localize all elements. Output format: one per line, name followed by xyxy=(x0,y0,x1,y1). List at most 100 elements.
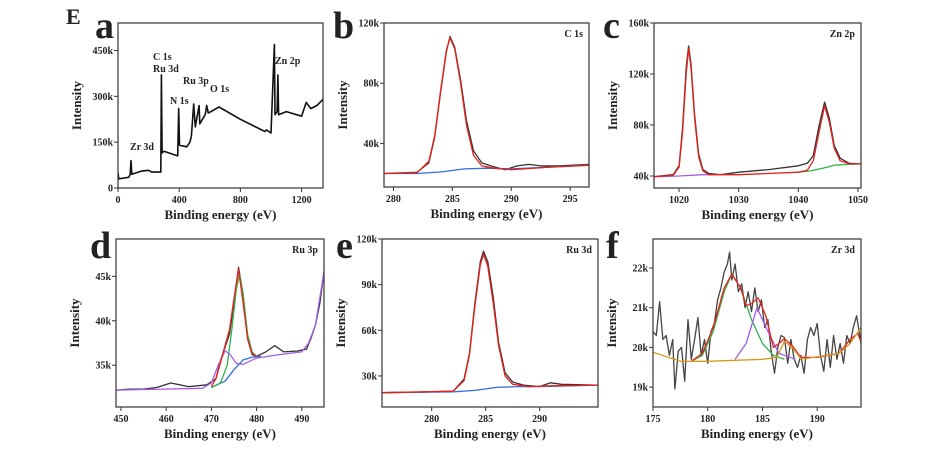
panel-title: Ru 3p xyxy=(292,245,318,256)
plot-frame xyxy=(652,238,862,408)
x-axis-label: Binding energy (eV) xyxy=(701,426,813,441)
x-tick-label: 175 xyxy=(646,414,661,425)
y-tick-label: 150k xyxy=(92,138,113,149)
x-tick-label: 290 xyxy=(532,414,547,425)
panel-letter: d xyxy=(90,225,111,267)
panel-d: 450 460 470 480 490 35k 40k 45k Binding energy (… xyxy=(67,225,325,441)
y-axis-label: Intensity xyxy=(69,80,84,130)
x-tick-label: 185 xyxy=(755,414,770,425)
plot-frame xyxy=(115,238,325,408)
peak-annotation: Ru 3d xyxy=(153,64,179,75)
x-axis-label: Binding energy (eV) xyxy=(702,207,814,222)
x-axis-label: Binding energy (eV) xyxy=(164,426,276,441)
y-axis-label: Intensity xyxy=(605,80,620,130)
series-line-4 xyxy=(653,327,861,362)
series-line-3 xyxy=(654,47,861,178)
peak-annotation: N 1s xyxy=(170,96,189,107)
plot-frame xyxy=(383,22,590,188)
x-tick-label: 295 xyxy=(563,194,578,205)
y-axis-label: Intensity xyxy=(333,298,348,348)
x-tick-label: 450 xyxy=(113,414,128,425)
panel-e: 280 285 290 30k 60k 90k 120k Binding energy (eV… xyxy=(333,225,599,441)
series-line-3 xyxy=(116,271,324,391)
x-axis-label: Binding energy (eV) xyxy=(431,206,543,221)
panel-letter: e xyxy=(336,225,353,267)
y-tick-label: 450k xyxy=(92,46,113,57)
plot-frame xyxy=(653,22,862,189)
x-tick-label: 180 xyxy=(700,414,715,425)
plot-frame xyxy=(117,22,324,189)
x-tick-label: 285 xyxy=(478,414,493,425)
panel-title: Zn 2p xyxy=(830,29,856,40)
y-tick-label: 60k xyxy=(361,326,377,337)
panel-c: 1020 1030 1040 1050 40k 80k 120k 160k Binding en… xyxy=(603,5,868,222)
series-line-0 xyxy=(116,266,324,391)
x-tick-label: 1050 xyxy=(848,195,868,206)
y-tick-label: 0 xyxy=(108,184,113,195)
y-tick-label: 30k xyxy=(361,371,377,382)
x-axis-label: Binding energy (eV) xyxy=(165,207,277,222)
series-line-2 xyxy=(798,163,861,173)
plot-frame xyxy=(381,238,599,408)
y-tick-label: 40k xyxy=(363,139,379,150)
y-axis-label: Intensity xyxy=(67,298,82,348)
y-tick-label: 45k xyxy=(95,272,111,283)
peak-annotation: Zn 2p xyxy=(275,56,301,67)
y-tick-label: 300k xyxy=(92,92,113,103)
x-tick-label: 460 xyxy=(159,414,174,425)
y-tick-label: 160k xyxy=(628,19,649,30)
series-line-4 xyxy=(210,268,257,387)
y-tick-label: 80k xyxy=(363,79,379,90)
series-line-0 xyxy=(382,250,598,394)
panel-f: 175 180 185 190 19k 20k 21k 22k Binding energy (… xyxy=(604,225,862,441)
series-line-0 xyxy=(118,43,323,180)
y-tick-label: 40k xyxy=(95,316,111,327)
x-tick-label: 280 xyxy=(424,414,439,425)
x-tick-label: 480 xyxy=(249,414,264,425)
peak-annotation: Ru 3p xyxy=(183,76,209,87)
x-tick-label: 0 xyxy=(116,195,121,206)
panel-letter: b xyxy=(333,5,354,47)
y-axis-label: Intensity xyxy=(604,298,619,348)
series-line-2 xyxy=(734,307,796,360)
y-tick-label: 35k xyxy=(95,361,111,372)
x-tick-label: 400 xyxy=(172,195,187,206)
x-tick-label: 280 xyxy=(386,194,401,205)
x-tick-label: 1030 xyxy=(729,195,749,206)
x-tick-label: 290 xyxy=(504,194,519,205)
series-line-2 xyxy=(384,37,589,175)
y-tick-label: 80k xyxy=(633,121,649,132)
y-tick-label: 120k xyxy=(356,235,377,246)
panel-b: 280 285 290 295 40k 80k 120k Binding energy (eV… xyxy=(333,5,590,221)
y-tick-label: 40k xyxy=(633,172,649,183)
panel-title: Zr 3d xyxy=(831,245,855,256)
panel-letter: c xyxy=(603,5,620,47)
figure-label: E xyxy=(66,4,81,29)
x-tick-label: 800 xyxy=(233,195,248,206)
y-tick-label: 20k xyxy=(632,343,648,354)
x-tick-label: 190 xyxy=(810,414,825,425)
x-tick-label: 1200 xyxy=(292,195,312,206)
x-tick-label: 285 xyxy=(445,194,460,205)
series-line-2 xyxy=(211,273,258,388)
x-tick-label: 470 xyxy=(204,414,219,425)
series-line-0 xyxy=(654,45,861,178)
x-axis-label: Binding energy (eV) xyxy=(434,426,546,441)
panel-letter: a xyxy=(95,5,114,47)
series-line-2 xyxy=(382,253,598,394)
y-tick-label: 120k xyxy=(358,19,379,30)
x-tick-label: 1040 xyxy=(788,195,808,206)
peak-annotation: C 1s xyxy=(153,52,172,63)
series-line-0 xyxy=(653,251,861,390)
panel-title: Ru 3d xyxy=(566,245,592,256)
panel-letter: f xyxy=(606,225,620,267)
x-tick-label: 490 xyxy=(294,414,309,425)
y-tick-label: 120k xyxy=(628,70,649,81)
peak-annotation: O 1s xyxy=(210,84,229,95)
y-tick-label: 90k xyxy=(361,280,377,291)
series-line-0 xyxy=(384,35,589,175)
y-tick-label: 22k xyxy=(632,263,648,274)
y-tick-label: 21k xyxy=(632,303,648,314)
series-line-1 xyxy=(211,355,262,388)
